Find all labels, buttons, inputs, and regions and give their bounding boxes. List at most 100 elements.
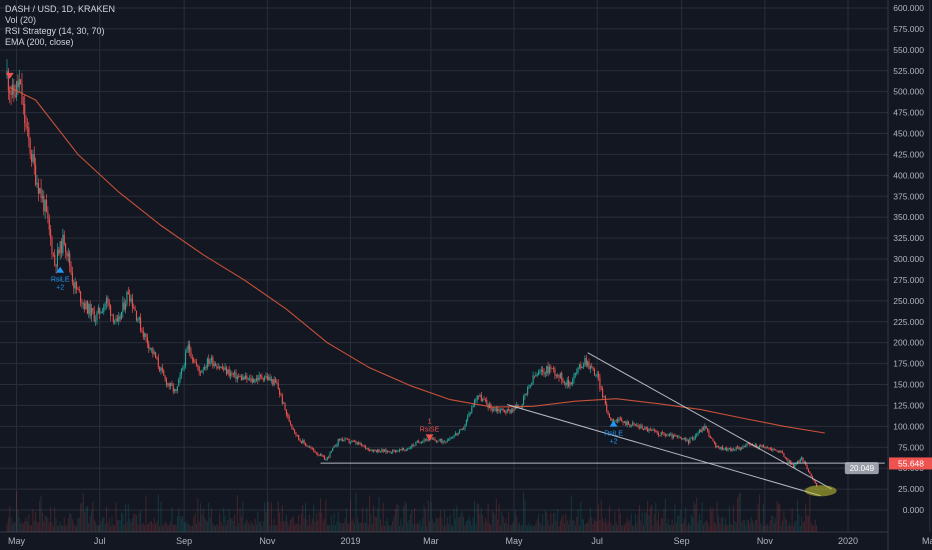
candle-body [307,446,309,448]
volume-bar [547,520,549,532]
candle-body [89,304,91,316]
volume-bar [356,517,358,532]
volume-bar [324,518,326,532]
volume-bar [78,517,80,532]
volume-bar [307,525,309,532]
price-tick-label: 375.000 [893,191,924,201]
volume-bar [737,497,739,532]
volume-bar [148,523,150,532]
volume-bar [457,516,459,532]
volume-bar [589,507,591,532]
candle-body [110,305,112,316]
volume-bar [146,524,148,532]
candle-body [513,407,515,411]
volume-bar [26,521,28,532]
volume-bar [435,517,437,532]
candle-body [419,442,421,444]
candle-body [467,416,469,420]
candle-body [716,445,718,448]
volume-bar [652,525,654,532]
volume-bar [765,525,767,532]
volume-bar [245,521,247,532]
candle-body [472,405,474,408]
volume-bar [194,513,196,532]
volume-bar [484,517,486,532]
volume-bar [501,511,503,532]
candle-body [607,410,609,415]
candle-body [52,254,54,256]
volume-bar [180,518,182,532]
candle-body [18,79,20,88]
volume-bar [438,517,440,532]
candle-body [644,427,646,430]
candle-body [694,435,696,438]
volume-bar [130,522,132,532]
volume-bar [40,495,42,532]
volume-bar [791,507,793,532]
volume-bar [625,522,627,532]
volume-bar [460,514,462,532]
candle-body [809,471,811,474]
candle-body [185,352,187,367]
candle-body [272,378,274,385]
candle-body [216,366,218,369]
volume-bar [656,520,658,532]
volume-bar [742,519,744,532]
candle-body [495,408,497,412]
volume-bar [727,525,729,532]
price-tick-label: 175.000 [893,359,924,369]
volume-bar [116,520,118,532]
candle-body [119,316,121,319]
volume-bar [236,494,238,532]
candle-body [469,412,471,414]
volume-bar [588,518,590,532]
volume-bar [270,502,272,532]
candle-body [587,361,589,366]
candle-body [617,419,619,422]
candle-body [208,358,210,364]
volume-bar [427,499,429,532]
volume-bar [486,521,488,532]
volume-bar [494,514,496,532]
volume-bar [216,523,218,532]
candle-body [671,434,673,438]
volume-bar [717,515,719,532]
volume-bar [149,521,151,532]
volume-bar [532,525,534,532]
candle-body [51,238,53,255]
candle-body [194,362,196,363]
volume-bar [767,523,769,532]
candle-body [634,423,636,426]
volume-bar [640,520,642,532]
candle-body [174,389,176,392]
candle-body [379,451,382,453]
candle-body [150,348,153,349]
volume-bar [412,524,414,532]
candle-body [814,480,816,484]
candle-body [134,308,136,311]
volume-bar [182,515,184,532]
volume-bar [409,514,411,532]
volume-bar [407,522,409,532]
candle-body [758,445,760,448]
volume-bar [762,503,764,532]
candle-body [157,358,159,367]
volume-bar [442,525,444,532]
volume-bar [786,520,788,532]
volume-bar [82,493,84,532]
candle-body [114,320,116,322]
volume-bar [104,523,106,532]
volume-bar [809,495,811,532]
volume-bar [753,524,755,532]
volume-bar [510,524,512,532]
volume-bar [419,520,421,532]
candle-body [239,376,241,377]
candle-body [197,364,199,367]
volume-bar [337,512,339,532]
candle-body [336,444,338,447]
volume-bar [234,515,236,532]
volume-bar [46,516,48,532]
volume-bar [731,524,733,532]
